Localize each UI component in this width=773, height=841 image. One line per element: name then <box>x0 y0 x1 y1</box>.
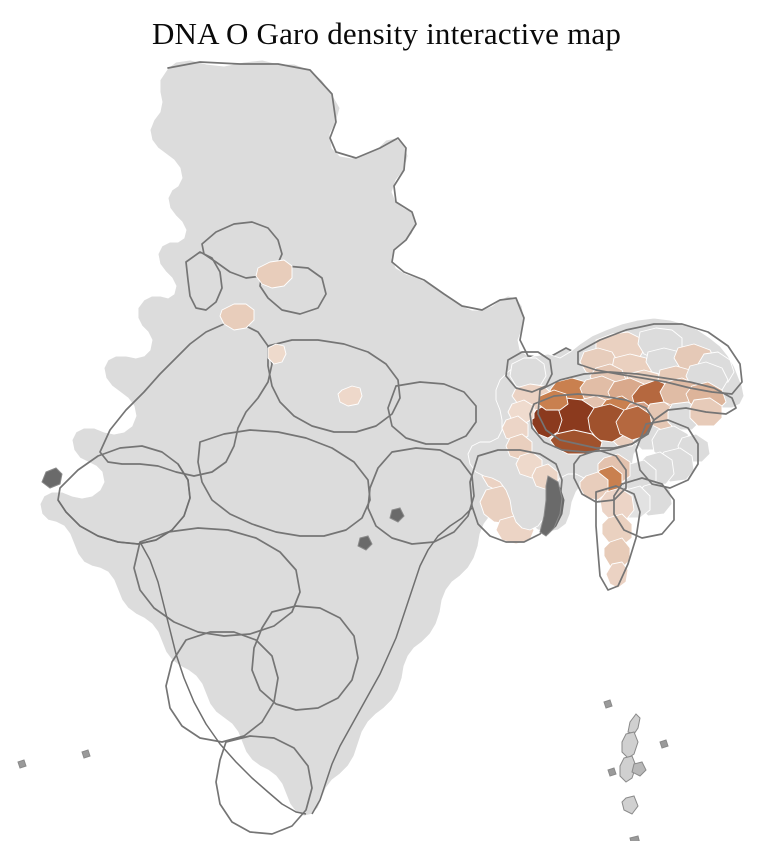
state-border-karnataka <box>166 632 278 742</box>
state-border-jharkhand-odisha <box>368 448 474 544</box>
marker-coastal-2 <box>358 536 372 550</box>
marker-sundarbans <box>540 476 562 536</box>
state-border-manipur <box>614 478 674 538</box>
state-border-jk <box>168 62 574 358</box>
district-himachal-hl <box>220 304 254 330</box>
state-border-uttarakhand <box>260 266 326 314</box>
coast-konkan-malabar <box>140 542 306 814</box>
state-border-sikkim <box>506 352 552 392</box>
island-car-nicobar <box>630 836 640 841</box>
state-boundaries-layer <box>58 62 574 834</box>
island-north-andaman <box>628 714 640 734</box>
state-border-arunachal <box>578 324 742 394</box>
district-uttarakhand-hl <box>256 260 292 288</box>
india-choropleth-svg[interactable] <box>0 52 773 841</box>
marker-kutch-west <box>42 468 62 488</box>
northeast-state-borders-layer <box>470 324 742 590</box>
state-border-tamilnadu-kerala <box>216 736 312 834</box>
district-up-hl <box>338 386 362 406</box>
andaman-nicobar-layer[interactable] <box>18 700 696 841</box>
state-border-rajasthan <box>100 324 272 476</box>
state-border-mizoram <box>596 486 640 590</box>
map-canvas[interactable] <box>0 52 773 841</box>
highlight-north-layer[interactable] <box>220 260 362 406</box>
northeast-choropleth-layer[interactable] <box>502 328 734 588</box>
state-border-up <box>268 340 400 432</box>
state-border-punjab-haryana <box>186 252 222 310</box>
district-tripura-3 <box>580 472 608 500</box>
state-border-mp <box>198 430 370 536</box>
island-little-andaman <box>622 796 638 814</box>
coast-west <box>58 464 190 544</box>
page-title: DNA O Garo density interactive map <box>151 16 622 51</box>
state-border-assam <box>538 372 736 448</box>
coastline-layer <box>58 464 472 814</box>
state-border-tripura <box>574 450 626 502</box>
district-mizoram-4 <box>606 562 628 588</box>
island-south-andaman <box>620 756 636 782</box>
island-baratang <box>632 762 646 776</box>
dark-markers-layer <box>42 468 562 550</box>
coast-coromandel <box>312 508 472 814</box>
state-border-maharashtra <box>134 528 300 636</box>
island-lakshadweep-2 <box>18 760 26 768</box>
state-border-nagaland <box>636 420 698 488</box>
island-dot-3 <box>608 768 616 776</box>
marker-coastal-1 <box>390 508 404 522</box>
state-border-telangana-ap <box>252 606 358 710</box>
district-bihar-hl <box>268 344 286 364</box>
island-lakshadweep-1 <box>82 750 90 758</box>
district-sikkim <box>510 358 546 390</box>
state-border-bihar <box>388 382 476 444</box>
island-dot-2 <box>660 740 668 748</box>
island-dot-1 <box>604 700 612 708</box>
